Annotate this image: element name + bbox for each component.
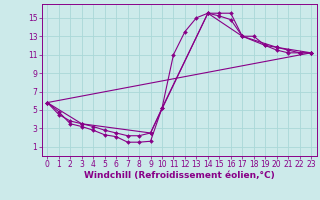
X-axis label: Windchill (Refroidissement éolien,°C): Windchill (Refroidissement éolien,°C) [84,171,275,180]
